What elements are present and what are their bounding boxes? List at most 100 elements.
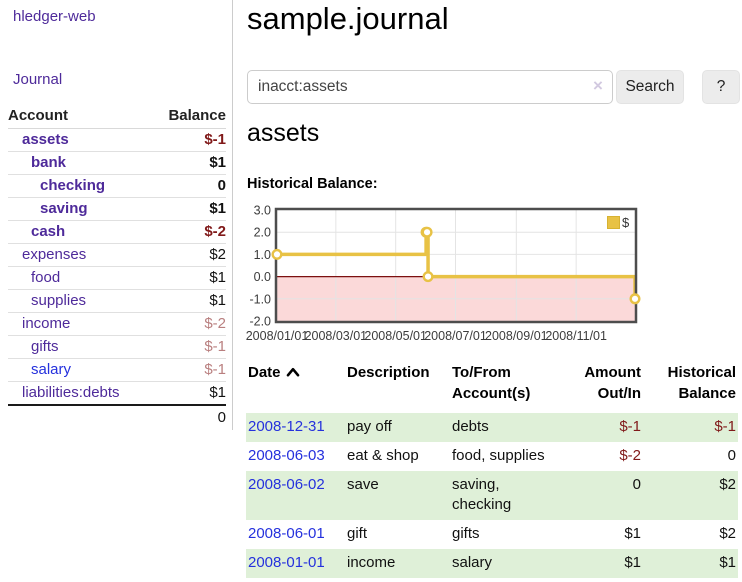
transaction-balance: $-1 <box>643 413 738 442</box>
transaction-date-link[interactable]: 2008-06-03 <box>248 447 325 464</box>
description-column-header: Description <box>347 364 430 381</box>
historical-balance-chart: 3.0 2.0 1.0 0.0 -1.0 -2.0 2008/01/01 2008/03/01… <box>245 204 642 346</box>
account-column-header: Account <box>8 104 152 129</box>
svg-text:2.0: 2.0 <box>254 226 271 240</box>
sidebar-account-row: food $1 <box>8 266 226 290</box>
chart-plot: 3.0 2.0 1.0 0.0 -1.0 -2.02008/01/012008/03/01… <box>246 204 641 343</box>
help-button[interactable]: ? <box>702 70 740 104</box>
sidebar-account-row: supplies $1 <box>8 289 226 313</box>
transaction-balance: 0 <box>727 447 736 464</box>
sidebar-account-row: cash $-2 <box>8 220 226 244</box>
transaction-amount: 0 <box>575 471 643 520</box>
svg-text:-2.0: -2.0 <box>249 315 271 329</box>
accounts-balance-table: Account Balance assets $-1 bank $1 check… <box>8 104 226 429</box>
account-link[interactable]: food <box>31 269 61 286</box>
transaction-balance: $1 <box>643 549 738 578</box>
balance-column-header: Balance <box>151 104 226 129</box>
svg-text:3.0: 3.0 <box>254 204 271 218</box>
account-balance: $1 <box>151 266 226 290</box>
transaction-date-link[interactable]: 2008-01-01 <box>248 554 325 571</box>
sidebar-account-row: liabilities:debts $1 <box>8 381 226 406</box>
account-balance: $1 <box>151 197 226 221</box>
date-column-header[interactable]: Date <box>246 356 345 413</box>
register-row: 2008-06-03 eat & shop food, supplies $-2… <box>246 442 738 471</box>
account-link[interactable]: bank <box>31 154 67 171</box>
sidebar-account-row: income $-2 <box>8 312 226 336</box>
sidebar-item-journal[interactable]: Journal <box>13 71 63 88</box>
account-link[interactable]: cash <box>31 223 66 240</box>
account-balance: $-1 <box>151 128 226 152</box>
svg-text:1.0: 1.0 <box>254 248 271 262</box>
svg-text:2008/05/01: 2008/05/01 <box>364 329 427 343</box>
account-link[interactable]: supplies <box>31 292 87 309</box>
balance-column-header-main: Historical Balance <box>667 364 736 402</box>
transaction-description: income <box>345 549 450 578</box>
legend-label: $ <box>622 215 630 230</box>
accounts-column-header: To/From Account(s) <box>452 364 531 402</box>
transaction-amount: $-2 <box>619 447 641 464</box>
sidebar-account-row: salary $-1 <box>8 358 226 382</box>
svg-text:2008/07/01: 2008/07/01 <box>424 329 487 343</box>
transaction-accounts: salary <box>450 549 575 578</box>
register-row: 2008-06-01 gift gifts $1 $2 <box>246 520 738 549</box>
sidebar-account-row: gifts $-1 <box>8 335 226 359</box>
svg-text:2008/03/01: 2008/03/01 <box>305 329 368 343</box>
sidebar-total-row: 0 <box>8 404 226 429</box>
account-balance: $2 <box>151 243 226 267</box>
search-button[interactable]: Search <box>616 70 684 104</box>
transaction-description: gift <box>347 525 368 542</box>
sidebar-account-row: checking 0 <box>8 174 226 198</box>
sidebar-total-balance: 0 <box>151 404 226 429</box>
sidebar-account-row: bank $1 <box>8 151 226 175</box>
transaction-description: eat & shop <box>347 447 419 464</box>
transaction-amount: $1 <box>575 549 643 578</box>
transaction-amount: $-1 <box>575 413 643 442</box>
sort-asc-icon <box>286 367 299 377</box>
account-link[interactable]: saving <box>40 200 88 217</box>
account-heading: assets <box>247 119 320 147</box>
transaction-accounts: debts <box>450 413 575 442</box>
svg-text:2008/09/01: 2008/09/01 <box>485 329 548 343</box>
account-link[interactable]: salary <box>31 361 72 378</box>
brand-link[interactable]: hledger-web <box>13 8 96 25</box>
svg-text:2008/11/01: 2008/11/01 <box>545 329 607 343</box>
transaction-date-link[interactable]: 2008-12-31 <box>248 418 325 435</box>
legend-swatch <box>607 216 620 229</box>
account-balance: $-1 <box>151 358 226 382</box>
account-link[interactable]: income <box>22 315 71 332</box>
account-link[interactable]: gifts <box>31 338 59 355</box>
account-balance: $1 <box>151 289 226 313</box>
accounts-table-header: Account Balance <box>8 104 226 129</box>
search-input[interactable] <box>247 70 613 104</box>
sidebar-account-row: expenses $2 <box>8 243 226 267</box>
account-balance: $1 <box>151 381 226 406</box>
account-balance: $-2 <box>151 312 226 336</box>
transaction-balance: $2 <box>643 471 738 520</box>
sidebar-account-row: assets $-1 <box>8 128 226 152</box>
clear-search-icon[interactable]: × <box>593 76 603 95</box>
account-balance: $1 <box>151 151 226 175</box>
transaction-accounts: saving, checking <box>450 471 575 520</box>
sidebar-account-row: saving $1 <box>8 197 226 221</box>
transaction-description: pay off <box>345 413 450 442</box>
transaction-amount: $1 <box>624 525 641 542</box>
transaction-date-link[interactable]: 2008-06-02 <box>248 476 325 493</box>
account-link[interactable]: liabilities:debts <box>22 384 120 401</box>
account-link[interactable]: assets <box>22 131 69 148</box>
svg-text:-1.0: -1.0 <box>249 292 271 306</box>
chart-legend: $ <box>606 215 631 230</box>
sidebar-divider <box>232 0 233 430</box>
account-balance: $-2 <box>151 220 226 244</box>
chart-heading: Historical Balance: <box>247 176 378 192</box>
register-table-header: Date Description To/From Account(s) Amou… <box>246 356 738 413</box>
svg-text:0.0: 0.0 <box>254 270 271 284</box>
register-row: 2008-06-02 save saving, checking 0 $2 <box>246 471 738 520</box>
register-row: 2008-01-01 income salary $1 $1 <box>246 549 738 578</box>
transaction-date-link[interactable]: 2008-06-01 <box>248 525 325 542</box>
register-row: 2008-12-31 pay off debts $-1 $-1 <box>246 413 738 442</box>
page-title: sample.journal <box>247 1 449 36</box>
account-link[interactable]: checking <box>40 177 106 194</box>
account-link[interactable]: expenses <box>22 246 87 263</box>
account-balance: $-1 <box>151 335 226 359</box>
